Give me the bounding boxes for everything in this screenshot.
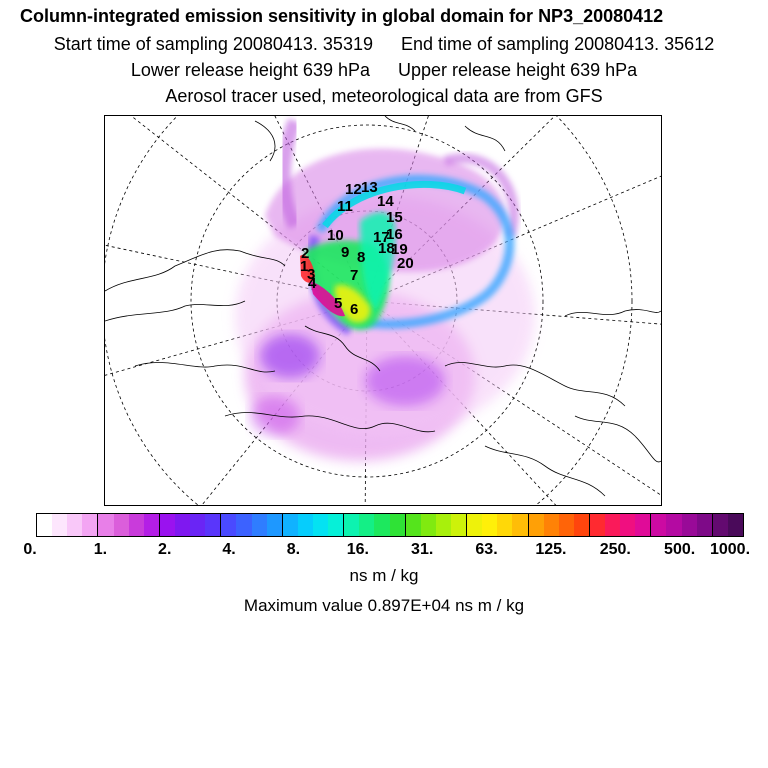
colorbar-swatch	[37, 514, 53, 536]
colorbar-swatch	[113, 514, 129, 536]
colorbar-swatch	[589, 514, 606, 536]
colorbar-swatch	[221, 514, 237, 536]
colorbar-tick-label: 1000.	[709, 541, 751, 558]
colorbar-swatch	[497, 514, 513, 536]
colorbar-swatch	[605, 514, 621, 536]
colorbar-swatch	[512, 514, 529, 536]
trajectory-label: 12	[345, 181, 362, 198]
colorbar-swatch	[558, 514, 574, 536]
colorbar-tick-label: 63.	[475, 541, 498, 558]
colorbar-swatch	[543, 514, 559, 536]
colorbar-swatch	[82, 514, 99, 536]
colorbar-swatch	[420, 514, 436, 536]
colorbar-tick-label: 500.	[664, 541, 696, 558]
colorbar-swatch	[666, 514, 682, 536]
colorbar-swatch	[635, 514, 652, 536]
colorbar-swatch	[236, 514, 252, 536]
colorbar-tick-label: 0.	[23, 541, 37, 558]
trajectory-label: 6	[350, 301, 358, 318]
sensitivity-field	[235, 118, 535, 461]
upper-release-text: Upper release height 639 hPa	[398, 60, 638, 80]
colorbar-swatch	[712, 514, 728, 536]
trajectory-label: 16	[386, 226, 403, 243]
trajectory-label: 2	[301, 245, 309, 262]
trajectory-label: 8	[357, 249, 365, 266]
start-time-text: Start time of sampling 20080413. 35319	[53, 34, 373, 54]
trajectory-label: 17	[373, 229, 390, 246]
trajectory-label: 13	[361, 179, 378, 196]
colorbar-swatch	[98, 514, 114, 536]
colorbar-tick-label: 16.	[346, 541, 369, 558]
colorbar-tick-label: 125.	[535, 541, 567, 558]
trajectory-label: 15	[386, 209, 403, 226]
colorbar-swatch	[190, 514, 206, 536]
trajectory-label: 9	[341, 244, 349, 261]
trajectory-label: 10	[327, 227, 344, 244]
trajectory-label: 1	[300, 258, 308, 275]
colorbar	[36, 513, 744, 537]
colorbar-swatch	[266, 514, 283, 536]
colorbar-swatch	[328, 514, 345, 536]
colorbar-swatch	[282, 514, 298, 536]
trajectory-label: 18	[378, 240, 395, 257]
colorbar-swatch	[405, 514, 421, 536]
trajectory-label: 14	[377, 193, 394, 210]
colorbar-swatch	[312, 514, 329, 536]
colorbar-swatch	[174, 514, 191, 536]
colorbar-swatch	[450, 514, 468, 536]
maximum-value-label: Maximum value 0.897E+04 ns m / kg	[243, 596, 525, 615]
colorbar-swatch	[67, 514, 83, 536]
trajectory-label: 5	[334, 295, 342, 312]
trajectory-label: 4	[308, 275, 317, 292]
colorbar-tick-label: 4.	[222, 541, 236, 558]
colorbar-swatch	[52, 514, 68, 536]
colorbar-tick-label: 31.	[411, 541, 434, 558]
colorbar-swatch	[389, 514, 406, 536]
colorbar-swatch	[128, 514, 144, 536]
colorbar-swatch	[359, 514, 375, 536]
trajectory-label: 3	[307, 266, 315, 283]
colorbar-swatch	[528, 514, 544, 536]
trajectory-label: 20	[397, 255, 414, 272]
colorbar-tick-label: 250.	[599, 541, 631, 558]
lower-release-text: Lower release height 639 hPa	[130, 60, 370, 80]
colorbar-swatch	[143, 514, 160, 536]
colorbar-swatch	[435, 514, 451, 536]
tracer-note: Aerosol tracer used, meteorological data…	[165, 86, 603, 106]
colorbar-swatch	[344, 514, 360, 536]
colorbar-swatch	[573, 514, 590, 536]
colorbar-swatch	[205, 514, 222, 536]
colorbar-swatch	[297, 514, 313, 536]
colorbar-swatch	[159, 514, 175, 536]
colorbar-swatch	[727, 514, 744, 536]
release-height-line: Lower release height 639 hPa Upper releas…	[0, 60, 768, 81]
colorbar-swatch	[696, 514, 713, 536]
colorbar-tick-labels: 0. 1. 2. 4. 8. 16. 31. 63. 125. 250. 500. 1000.	[0, 541, 768, 561]
colorbar-tick-label: 2.	[158, 541, 172, 558]
trajectory-label: 11	[337, 198, 353, 215]
colorbar-unit-label: ns m / kg	[349, 566, 419, 585]
colorbar-swatch	[681, 514, 697, 536]
sampling-time-line: Start time of sampling 20080413. 35319 En…	[0, 34, 768, 55]
colorbar-swatch	[620, 514, 636, 536]
colorbar-swatch	[651, 514, 667, 536]
colorbar-swatch	[251, 514, 267, 536]
colorbar-tick-label: 8.	[286, 541, 301, 558]
sensitivity-map: 1 2 3 4 5 6 7 8 9 10 11 12 13 14 15 16 1…	[104, 115, 662, 506]
colorbar-swatch	[467, 514, 483, 536]
colorbar-swatch	[482, 514, 498, 536]
coastlines	[105, 116, 661, 497]
colorbar-swatch	[374, 514, 390, 536]
trajectory-label: 7	[350, 267, 358, 284]
chart-title: Column-integrated emission sensitivity i…	[20, 6, 664, 26]
colorbar-tick-label: 1.	[93, 541, 108, 558]
end-time-text: End time of sampling 20080413. 35612	[400, 34, 715, 54]
trajectory-labels: 1 2 3 4 5 6 7 8 9 10 11 12 13 14 15 16 1…	[300, 179, 414, 318]
trajectory-label: 19	[391, 241, 408, 258]
